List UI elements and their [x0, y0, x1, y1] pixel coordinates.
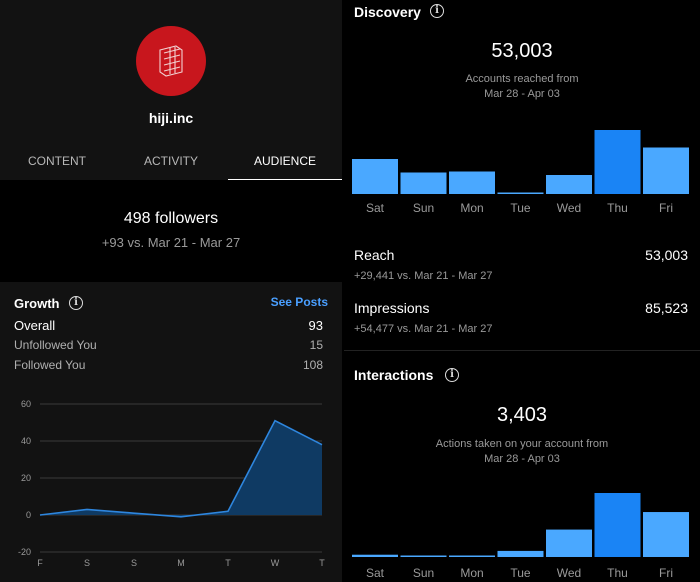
y-tick-label: -20 [18, 547, 31, 557]
x-tick-label: Sat [366, 566, 385, 580]
x-tick-label: Mon [460, 201, 483, 215]
bar[interactable] [400, 172, 447, 195]
left-panel: hiji.inc CONTENT ACTIVITY AUDIENCE 498 f… [0, 0, 342, 582]
discovery-title: Discovery [354, 4, 421, 20]
impressions-delta: +54,477 vs. Mar 21 - Mar 27 [354, 323, 493, 335]
logo-icon [159, 45, 183, 77]
x-tick-label: S [131, 558, 137, 568]
growth-row-value: 15 [309, 338, 323, 352]
bar[interactable] [594, 130, 641, 194]
discovery-date-range: Mar 28 - Apr 03 [484, 88, 560, 100]
info-icon[interactable]: i [445, 368, 459, 382]
reach-value: 53,003 [645, 247, 688, 263]
bar[interactable] [449, 171, 495, 195]
x-tick-label: Thu [607, 566, 628, 580]
bar[interactable] [352, 159, 398, 194]
bar[interactable] [546, 175, 592, 194]
impressions-value: 85,523 [645, 300, 688, 316]
tab-content[interactable]: CONTENT [28, 154, 86, 168]
interactions-bar-chart: Sat Sun Mon Tue Wed Thu Fri [352, 493, 689, 580]
discovery-total: 53,003 [491, 40, 553, 62]
x-tick-label: S [84, 558, 90, 568]
growth-chart: 60 40 20 0 -20 F S S M T W T [0, 394, 342, 582]
area-fill [40, 420, 322, 517]
series-line [39, 419, 323, 518]
bar[interactable] [643, 512, 689, 557]
y-tick-label: 40 [21, 436, 31, 446]
bar[interactable] [497, 550, 544, 557]
interactions-caption: Actions taken on your account from [435, 438, 609, 450]
impressions-label: Impressions [354, 300, 430, 316]
interactions-date-range: Mar 28 - Apr 03 [484, 453, 560, 465]
right-panel: Discovery i 53,003 Accounts reached from… [344, 0, 700, 582]
x-tick-label: Tue [510, 566, 531, 580]
growth-panel: Growth i See Posts Overall 93 Unfollowed… [0, 282, 342, 582]
growth-row-overall: Overall 93 [14, 318, 323, 333]
profile-username: hiji.inc [148, 110, 194, 126]
discovery-caption: Accounts reached from [465, 73, 579, 85]
x-tick-label: T [319, 558, 325, 568]
x-tick-label: Tue [510, 201, 531, 215]
tab-bar: CONTENT ACTIVITY AUDIENCE [0, 142, 342, 180]
bar[interactable] [352, 554, 398, 557]
bar[interactable] [546, 529, 592, 557]
x-tick-label: Mon [460, 566, 483, 580]
growth-row-unfollowed: Unfollowed You 15 [14, 338, 323, 352]
bar[interactable] [594, 493, 641, 557]
followers-summary: 498 followers +93 vs. Mar 21 - Mar 27 [0, 180, 342, 276]
interactions-total: 3,403 [496, 404, 548, 426]
x-tick-label: Fri [659, 566, 673, 580]
info-icon[interactable]: i [430, 4, 444, 18]
x-tick-label: T [225, 558, 231, 568]
growth-row-followed: Followed You 108 [14, 358, 323, 372]
reach-label: Reach [354, 247, 395, 263]
growth-title: Growth [14, 296, 60, 311]
x-tick-label: Fri [659, 201, 673, 215]
y-tick-label: 20 [21, 473, 31, 483]
growth-row-label: Overall [14, 318, 56, 333]
followers-delta: +93 vs. Mar 21 - Mar 27 [101, 235, 241, 250]
bar[interactable] [449, 555, 495, 558]
growth-row-label: Unfollowed You [14, 338, 97, 352]
bar[interactable] [497, 192, 544, 195]
discovery-bar-chart: Sat Sun Mon Tue Wed Thu Fri [352, 130, 689, 215]
y-tick-label: 0 [26, 510, 31, 520]
bar[interactable] [400, 555, 447, 558]
impressions-metric: Impressions 85,523 +54,477 vs. Mar 21 - … [354, 300, 688, 335]
growth-row-label: Followed You [14, 358, 86, 372]
avatar[interactable] [136, 26, 206, 96]
interactions-title: Interactions [354, 367, 434, 383]
x-tick-label: W [271, 558, 280, 568]
profile-header: hiji.inc CONTENT ACTIVITY AUDIENCE [0, 0, 342, 180]
y-tick-label: 60 [21, 399, 31, 409]
followers-count: 498 followers [123, 210, 219, 227]
growth-row-value: 108 [302, 358, 323, 372]
reach-delta: +29,441 vs. Mar 21 - Mar 27 [354, 270, 493, 282]
x-tick-label: Thu [607, 201, 628, 215]
bar[interactable] [643, 147, 689, 195]
growth-chart-svg: 60 40 20 0 -20 F S S M T W T [18, 399, 325, 568]
x-tick-label: Sat [366, 201, 385, 215]
see-posts-link[interactable]: See Posts [270, 295, 328, 309]
growth-row-value: 93 [308, 318, 323, 333]
tab-audience[interactable]: AUDIENCE [228, 142, 342, 180]
info-icon[interactable]: i [69, 296, 83, 310]
x-tick-label: Wed [557, 566, 581, 580]
x-tick-label: Sun [413, 566, 434, 580]
tab-activity[interactable]: ACTIVITY [143, 154, 198, 168]
x-tick-label: M [177, 558, 185, 568]
interactions-panel: Interactions i 3,403 Actions taken on yo… [344, 352, 700, 582]
x-tick-label: F [37, 558, 43, 568]
x-tick-label: Sun [413, 201, 434, 215]
reach-metric: Reach 53,003 +29,441 vs. Mar 21 - Mar 27 [354, 247, 688, 282]
section-divider [344, 350, 700, 351]
x-tick-label: Wed [557, 201, 581, 215]
